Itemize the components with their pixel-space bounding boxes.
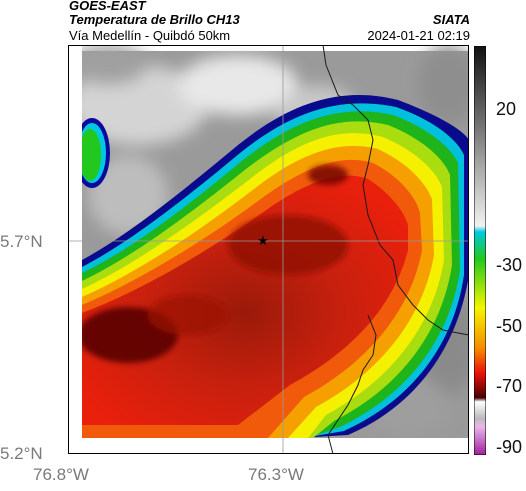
colorbar-tick: -90 [496,437,523,457]
convective-system [78,95,469,439]
lat-tick-label: 5.2°N [0,444,43,463]
lon-tick-label: 76.8°W [33,465,89,484]
product-title: Temperatura de Brillo CH13 [69,12,240,27]
satellite-name: GOES-EAST [69,0,146,13]
lon-tick-label: 76.3°W [248,465,304,484]
star-icon: ★ [257,233,269,248]
timestamp-label: 2024-01-21 02:19 [367,28,470,43]
region-label: Vía Medellín - Quibdó 50km [69,28,231,43]
colorbar-tick: -70 [496,376,523,396]
colorbar-tick: -30 [496,255,523,275]
small-convective-cell [74,118,110,188]
map-frame [68,45,469,454]
coastline [327,314,377,454]
temperature-colorbar [474,46,486,455]
colorbar-tick: -50 [496,316,523,336]
colorbar-tick: 20 [496,99,517,119]
satellite-map[interactable]: ★ [68,45,469,454]
agency-label: SIATA [432,12,470,27]
country-border [322,45,469,336]
lat-tick-label: 5.7°N [0,232,43,251]
